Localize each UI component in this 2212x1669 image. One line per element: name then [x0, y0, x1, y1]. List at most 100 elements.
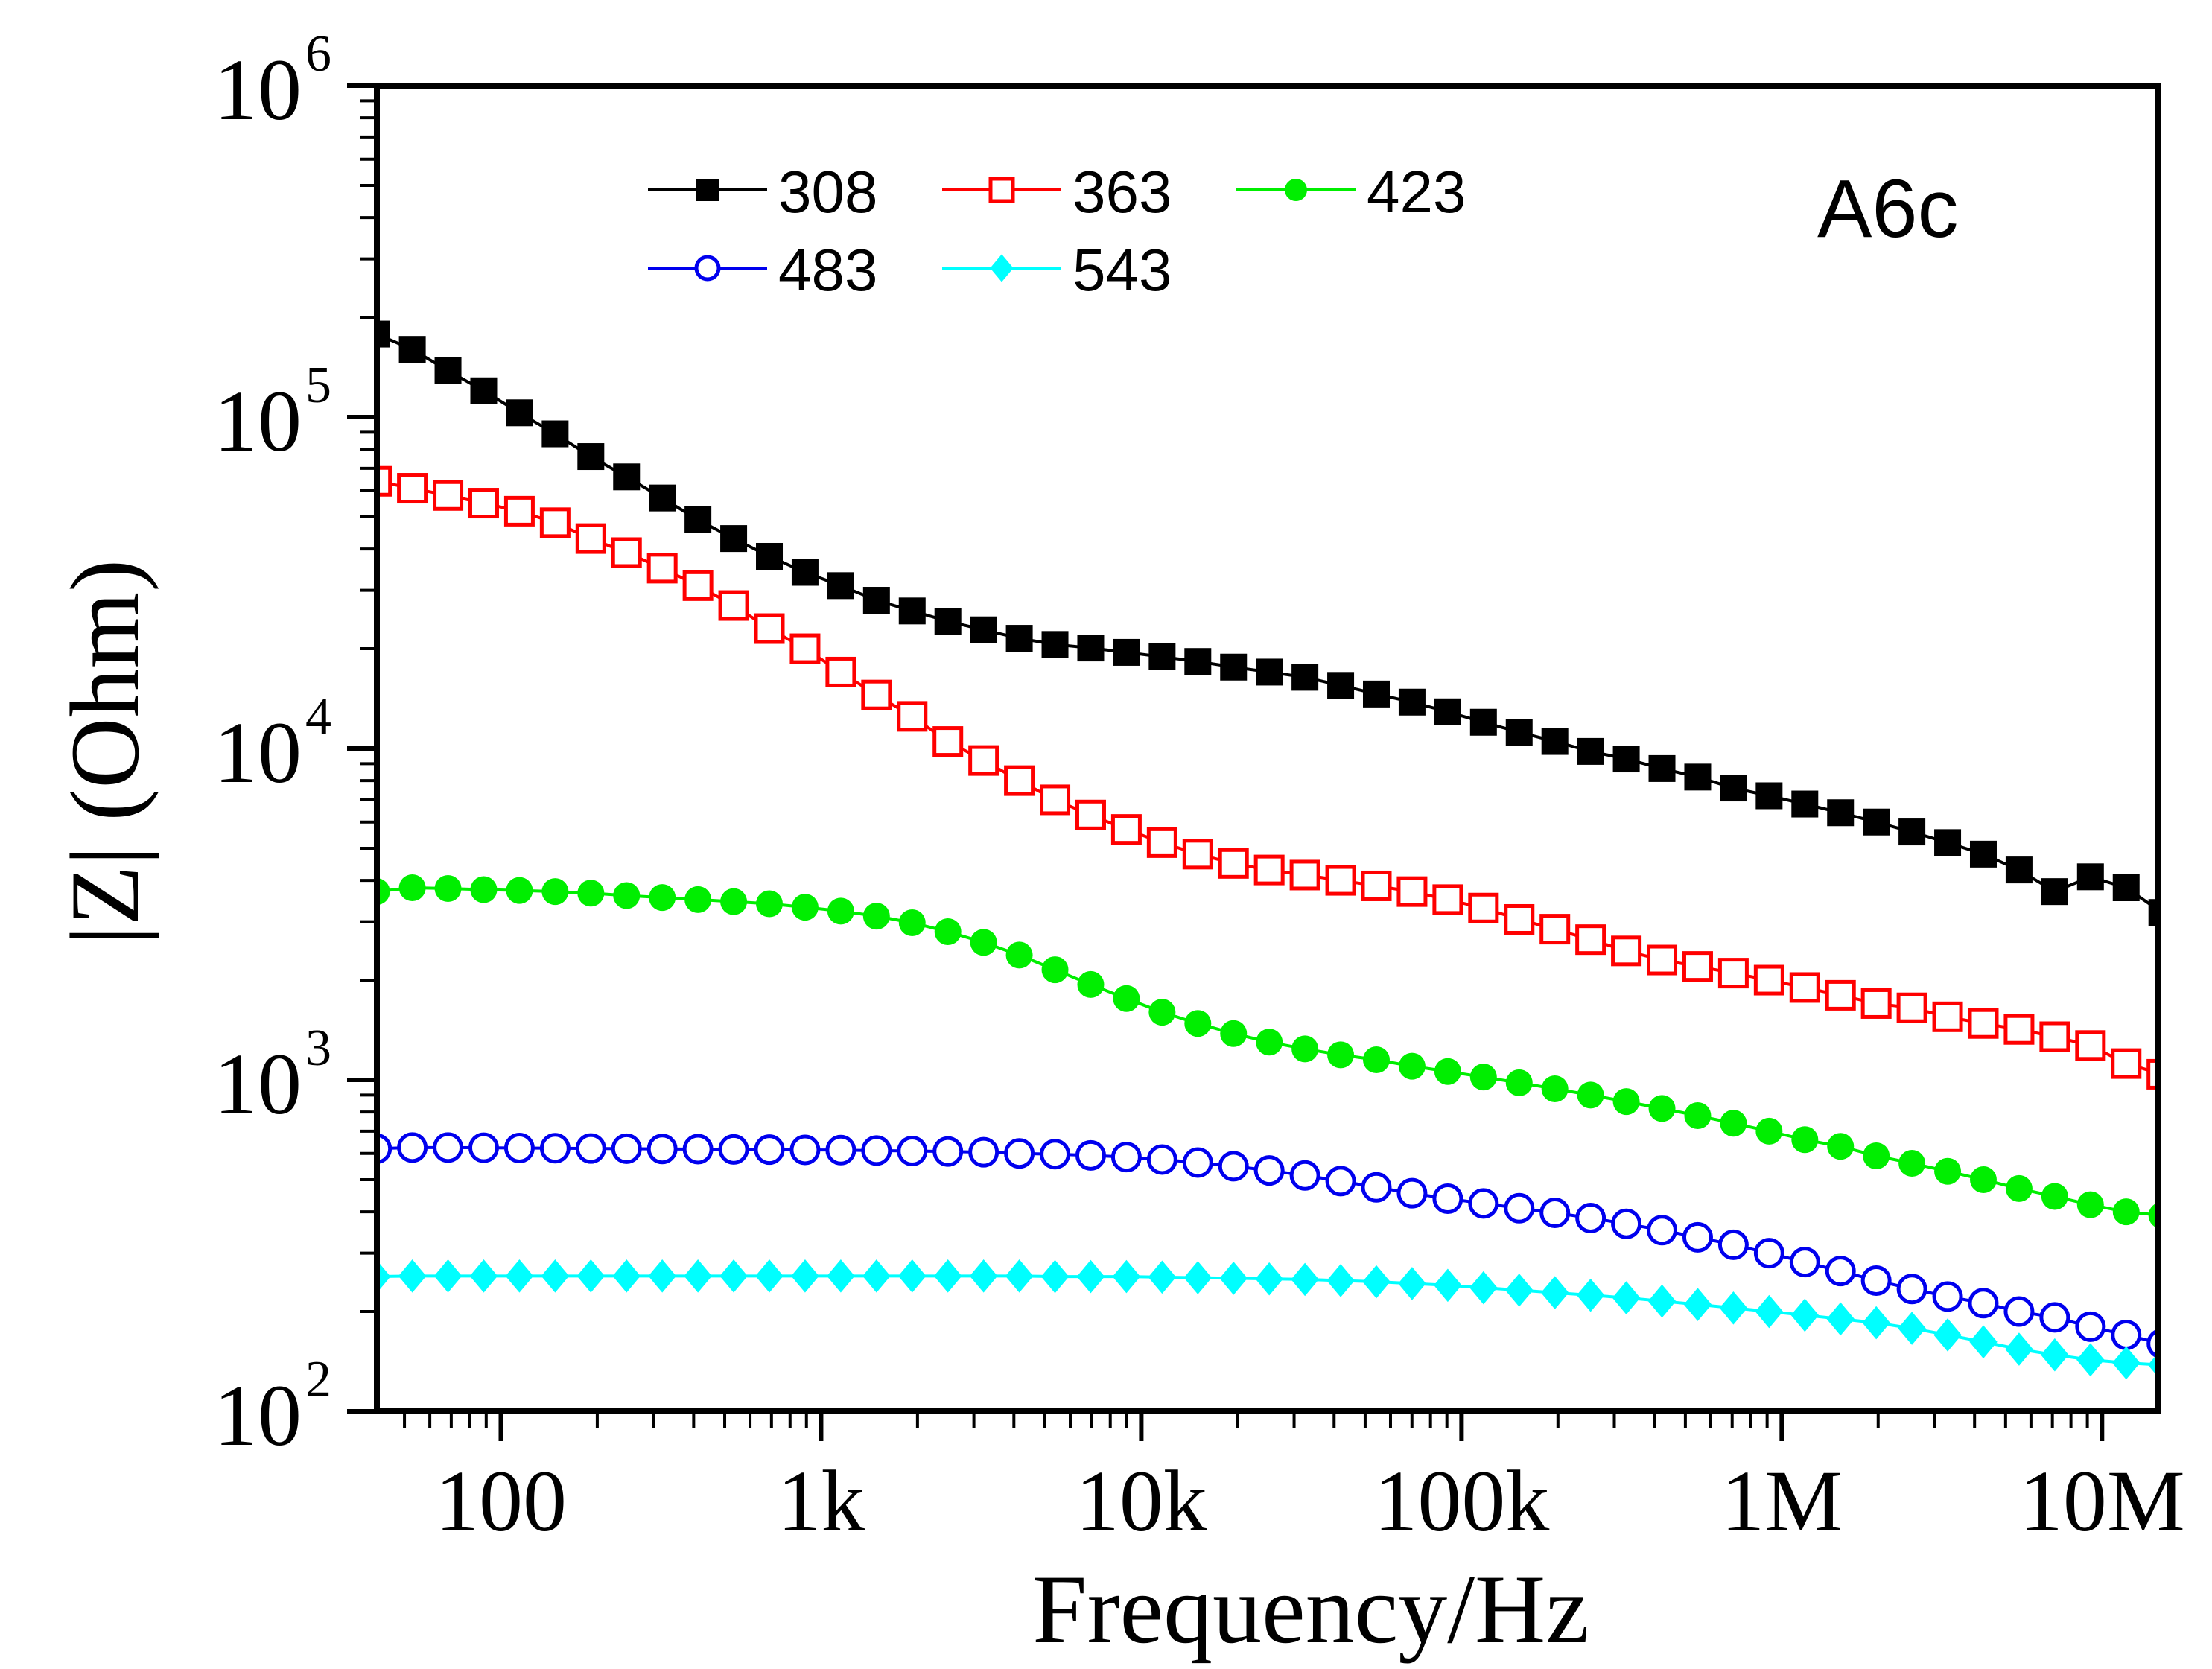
- data-point: [2148, 1202, 2158, 1229]
- data-point: [1146, 1144, 1177, 1175]
- data-point: [1077, 635, 1105, 662]
- data-point: [469, 1259, 498, 1293]
- data-point: [1110, 814, 1142, 845]
- data-point: [1932, 1281, 1963, 1312]
- data-point: [934, 608, 962, 635]
- legend-label: 363: [1072, 159, 1172, 225]
- data-point: [1968, 1288, 1999, 1319]
- data-point: [1540, 1276, 1569, 1310]
- data-point: [1827, 799, 1855, 827]
- data-point: [754, 613, 785, 644]
- y-tick-label: 10 3: [214, 1020, 331, 1133]
- data-point: [1612, 1281, 1641, 1314]
- data-point: [756, 542, 784, 570]
- data-point: [1396, 1177, 1428, 1209]
- data-point: [968, 1136, 999, 1168]
- data-point: [1934, 829, 1962, 856]
- y-tick-base: 10: [214, 1035, 302, 1133]
- y-tick-label: 10 6: [214, 25, 331, 139]
- data-point: [1040, 784, 1071, 816]
- data-point: [1362, 1046, 1390, 1073]
- legend-item-483: 483: [648, 237, 877, 303]
- data-point: [1469, 708, 1497, 736]
- data-point: [2039, 1021, 2070, 1052]
- data-point: [1468, 1188, 1499, 1219]
- data-point: [1647, 1284, 1677, 1318]
- sample-annotation: A6c: [1817, 163, 1959, 255]
- data-point: [932, 1136, 964, 1167]
- data-point: [433, 1132, 464, 1163]
- data-point: [933, 1259, 962, 1293]
- data-point: [2005, 1332, 2033, 1366]
- data-point: [1077, 970, 1105, 998]
- data-point: [1717, 958, 1749, 989]
- data-point: [1075, 799, 1106, 830]
- data-point: [505, 1259, 534, 1293]
- data-point: [1541, 728, 1569, 755]
- data-point: [612, 1259, 641, 1293]
- data-point: [1860, 988, 1892, 1019]
- data-point: [434, 357, 462, 384]
- data-point: [1469, 1271, 1498, 1305]
- data-point: [1398, 688, 1426, 716]
- series-line: [377, 480, 2158, 1075]
- data-point: [1005, 941, 1033, 969]
- data-point: [2041, 878, 2068, 906]
- data-point: [720, 888, 748, 915]
- data-point: [2146, 1058, 2158, 1090]
- data-point: [539, 1133, 571, 1164]
- data-point: [1040, 1139, 1071, 1170]
- legend-label: 308: [778, 159, 877, 225]
- legend-label: 423: [1367, 159, 1466, 225]
- data-point: [1041, 956, 1069, 984]
- data-point: [613, 463, 641, 491]
- data-point: [970, 929, 997, 956]
- data-point: [470, 876, 498, 903]
- data-point: [898, 1259, 927, 1293]
- data-point: [1362, 1265, 1391, 1299]
- data-point: [1539, 914, 1571, 945]
- data-point: [1327, 672, 1355, 699]
- data-point: [377, 1260, 391, 1294]
- data-point: [2112, 874, 2140, 901]
- data-point: [1110, 1142, 1142, 1173]
- data-point: [1720, 775, 1747, 802]
- data-point: [1005, 625, 1033, 652]
- data-point: [2041, 1338, 2069, 1372]
- data-point: [541, 420, 569, 448]
- data-point: [827, 897, 854, 925]
- data-point: [398, 1259, 427, 1293]
- series-363: [377, 465, 2158, 1090]
- data-point: [1289, 859, 1320, 891]
- data-point: [1969, 840, 1997, 868]
- legend-item-543: 543: [942, 237, 1172, 303]
- data-point: [791, 894, 819, 921]
- x-tick-label: 10M: [2019, 1452, 2185, 1550]
- data-point: [684, 886, 712, 913]
- y-tick-base: 10: [214, 1367, 302, 1464]
- data-point: [2184, 909, 2211, 935]
- data-point: [1898, 1150, 1926, 1177]
- data-point: [718, 590, 749, 621]
- data-point: [2148, 899, 2158, 926]
- data-point: [789, 1134, 821, 1166]
- data-point: [1040, 1259, 1070, 1294]
- y-tick-base: 10: [214, 704, 302, 801]
- data-point: [1789, 1247, 1820, 1278]
- data-point: [1325, 1166, 1356, 1197]
- data-point: [1434, 698, 1461, 725]
- y-tick-label: 10 2: [214, 1351, 331, 1464]
- data-point: [468, 1132, 499, 1163]
- data-point: [1005, 1259, 1034, 1293]
- data-point: [575, 1133, 606, 1164]
- legend-label: 543: [1072, 237, 1172, 303]
- plot-frame: [374, 83, 2161, 1414]
- data-point: [1219, 1262, 1248, 1295]
- data-point: [897, 701, 928, 732]
- data-point: [1361, 1172, 1392, 1203]
- data-point: [2112, 1346, 2141, 1380]
- data-point: [377, 1133, 392, 1164]
- data-point: [397, 1132, 428, 1163]
- data-point: [827, 1259, 855, 1293]
- data-point: [1504, 903, 1535, 935]
